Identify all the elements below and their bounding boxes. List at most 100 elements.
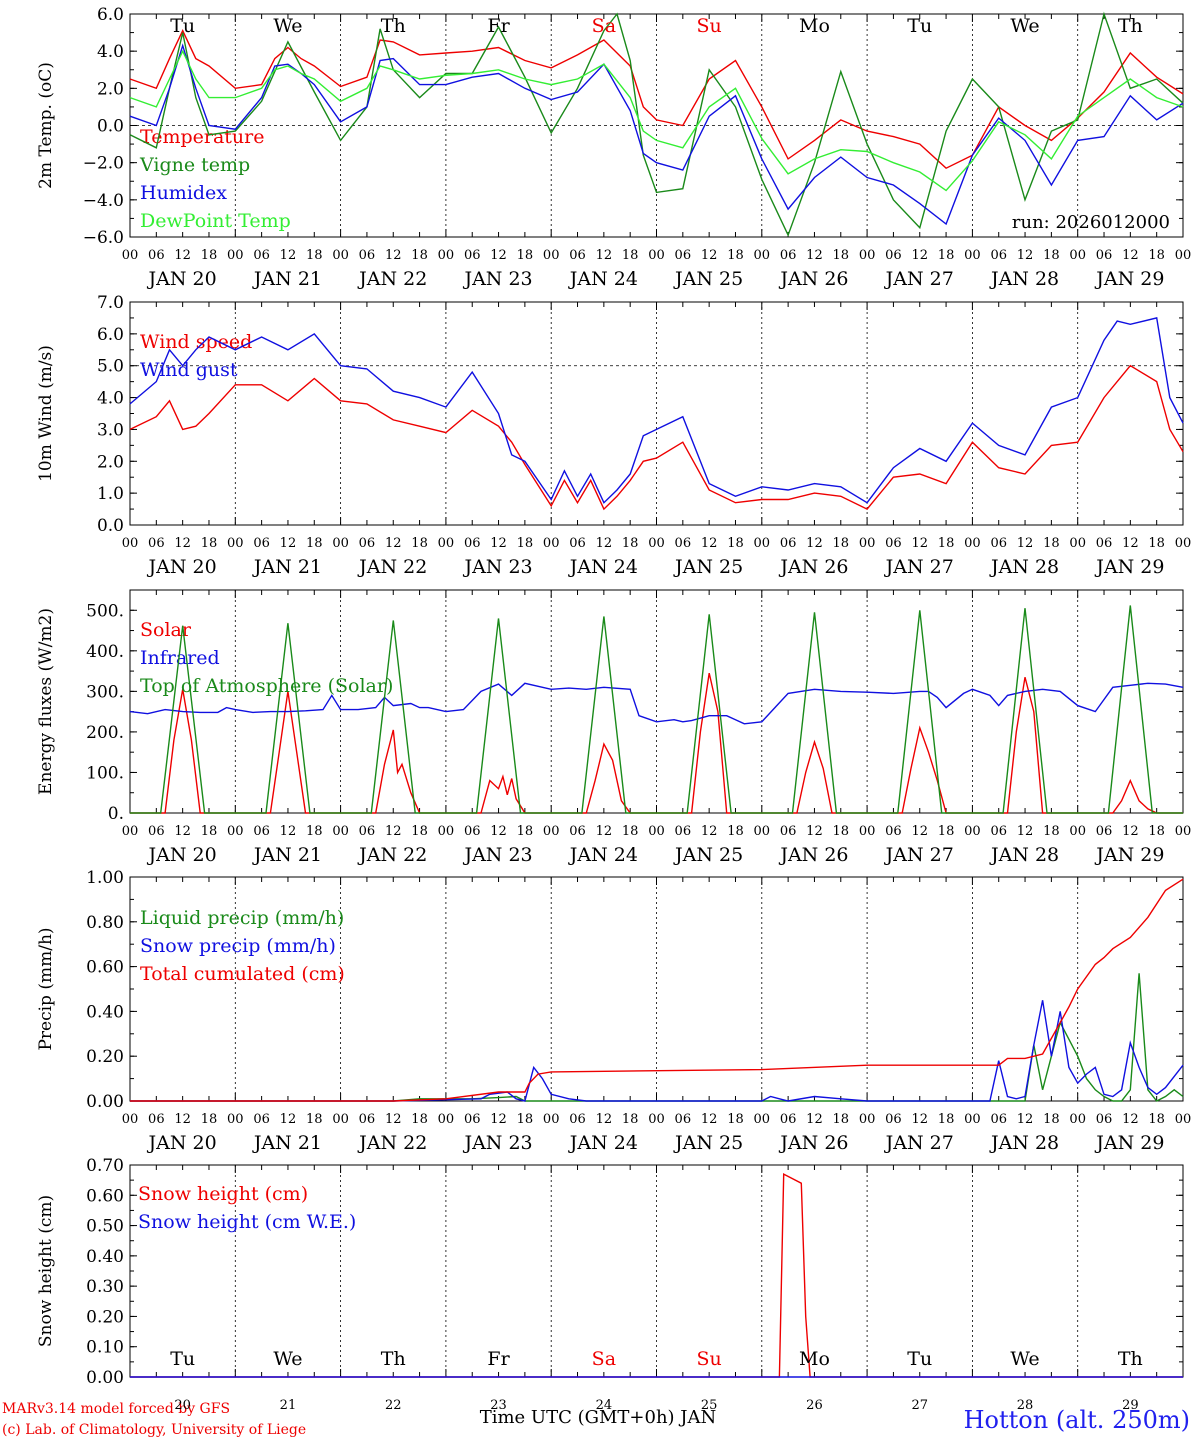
x-hour-label: 06 (675, 248, 692, 263)
x-hour-label: 00 (543, 1112, 560, 1127)
x-hour-label: 18 (833, 1112, 850, 1127)
x-hour-label: 06 (1096, 248, 1113, 263)
weekday-label: We (273, 1348, 302, 1370)
legend-entry: DewPoint Temp (140, 210, 291, 232)
x-day-label: JAN 23 (462, 844, 532, 866)
x-hour-label: 18 (938, 248, 955, 263)
x-day-label: JAN 28 (989, 556, 1059, 578)
x-hour-label: 00 (859, 248, 876, 263)
x-hour-label: 18 (411, 536, 428, 551)
x-hour-label: 12 (911, 248, 928, 263)
legend-entry: Top of Atmosphere (Solar) (140, 675, 393, 697)
x-hour-label: 12 (1122, 1112, 1139, 1127)
x-hour-label: 18 (1148, 536, 1165, 551)
x-hour-label: 12 (174, 824, 191, 839)
x-hour-label: 12 (490, 824, 507, 839)
y-tick-label: 300. (86, 682, 124, 702)
x-day-label: JAN 22 (357, 556, 427, 578)
x-hour-label: 18 (1148, 248, 1165, 263)
x-day-number: 23 (490, 1398, 507, 1413)
x-day-label: JAN 21 (252, 1132, 322, 1154)
x-day-label: JAN 21 (252, 556, 322, 578)
y-tick-label: 500. (86, 601, 124, 621)
x-hour-label: 18 (201, 1112, 218, 1127)
x-hour-label: 12 (806, 536, 823, 551)
x-hour-label: 00 (438, 248, 455, 263)
x-hour-label: 18 (938, 1112, 955, 1127)
x-hour-label: 12 (280, 536, 297, 551)
x-day-label: JAN 20 (147, 556, 217, 578)
x-hour-label: 00 (648, 1112, 665, 1127)
x-hour-label: 12 (806, 1112, 823, 1127)
x-hour-label: 06 (675, 824, 692, 839)
y-tick-label: 2.0 (97, 79, 124, 99)
y-tick-label: 2.0 (97, 452, 124, 472)
x-day-label: JAN 25 (673, 268, 743, 290)
x-hour-label: 18 (1043, 824, 1060, 839)
x-hour-label: 18 (306, 536, 323, 551)
x-hour-label: 06 (253, 248, 270, 263)
legend-entry: Total cumulated (cm) (140, 963, 345, 985)
x-hour-label: 18 (306, 248, 323, 263)
y-tick-label: 5.0 (97, 357, 124, 377)
x-day-number: 21 (280, 1398, 297, 1413)
y-axis-label: 2m Temp. (oC) (36, 62, 56, 189)
x-hour-label: 00 (648, 248, 665, 263)
x-day-label: JAN 24 (568, 844, 638, 866)
x-day-label: JAN 29 (1094, 1132, 1164, 1154)
x-hour-label: 18 (411, 824, 428, 839)
x-hour-label: 06 (253, 824, 270, 839)
y-tick-label: 6.0 (97, 5, 124, 25)
x-hour-label: 00 (1175, 824, 1192, 839)
x-day-number: 20 (174, 1398, 191, 1413)
x-hour-label: 06 (675, 536, 692, 551)
series-snow-precip-mm-h (130, 1000, 1184, 1102)
y-tick-label: −4.0 (83, 191, 124, 211)
weekday-label: Tu (907, 1348, 932, 1370)
weekday-label: Tu (170, 1348, 195, 1370)
x-hour-label: 00 (754, 248, 771, 263)
x-day-number: 28 (1017, 1398, 1034, 1413)
x-hour-label: 18 (306, 1112, 323, 1127)
x-hour-label: 18 (938, 536, 955, 551)
x-hour-label: 12 (806, 248, 823, 263)
legend-entry: Snow height (cm) (138, 1183, 308, 1205)
legend-entry: Solar (140, 619, 192, 641)
x-hour-label: 12 (490, 536, 507, 551)
y-tick-label: 0.00 (86, 1092, 124, 1112)
x-hour-label: 18 (1043, 536, 1060, 551)
y-tick-label: 6.0 (97, 325, 124, 345)
x-hour-label: 12 (280, 1112, 297, 1127)
y-tick-label: 0.50 (86, 1217, 124, 1237)
x-hour-label: 06 (990, 536, 1007, 551)
x-day-number: 22 (385, 1398, 402, 1413)
x-axis-title: Time UTC (GMT+0h) JAN (480, 1407, 717, 1428)
x-hour-label: 00 (332, 536, 349, 551)
x-hour-label: 12 (911, 824, 928, 839)
x-day-number: 25 (701, 1398, 718, 1413)
x-hour-label: 00 (1175, 1112, 1192, 1127)
x-hour-label: 18 (517, 248, 534, 263)
x-day-number: 24 (596, 1398, 613, 1413)
x-hour-label: 06 (359, 1112, 376, 1127)
x-hour-label: 18 (517, 1112, 534, 1127)
y-axis-label: 10m Wind (m/s) (36, 345, 56, 482)
weekday-label: Fr (487, 1348, 510, 1370)
y-tick-label: 0.70 (86, 1156, 124, 1176)
x-day-label: JAN 26 (778, 556, 848, 578)
y-tick-label: 0. (108, 804, 124, 824)
x-hour-label: 06 (464, 1112, 481, 1127)
x-hour-label: 18 (1043, 1112, 1060, 1127)
x-hour-label: 18 (727, 1112, 744, 1127)
y-tick-label: 0.80 (86, 913, 124, 933)
x-hour-label: 18 (622, 248, 639, 263)
weekday-label: Th (381, 1348, 406, 1370)
x-hour-label: 06 (569, 1112, 586, 1127)
x-hour-label: 00 (332, 1112, 349, 1127)
x-hour-label: 06 (1096, 1112, 1113, 1127)
panel-temp: 6.04.02.00.0−2.0−4.0−6.02m Temp. (oC) Tem… (36, 5, 1191, 290)
weekday-label: Th (1118, 15, 1143, 37)
x-hour-label: 00 (754, 1112, 771, 1127)
x-hour-label: 12 (1122, 536, 1139, 551)
